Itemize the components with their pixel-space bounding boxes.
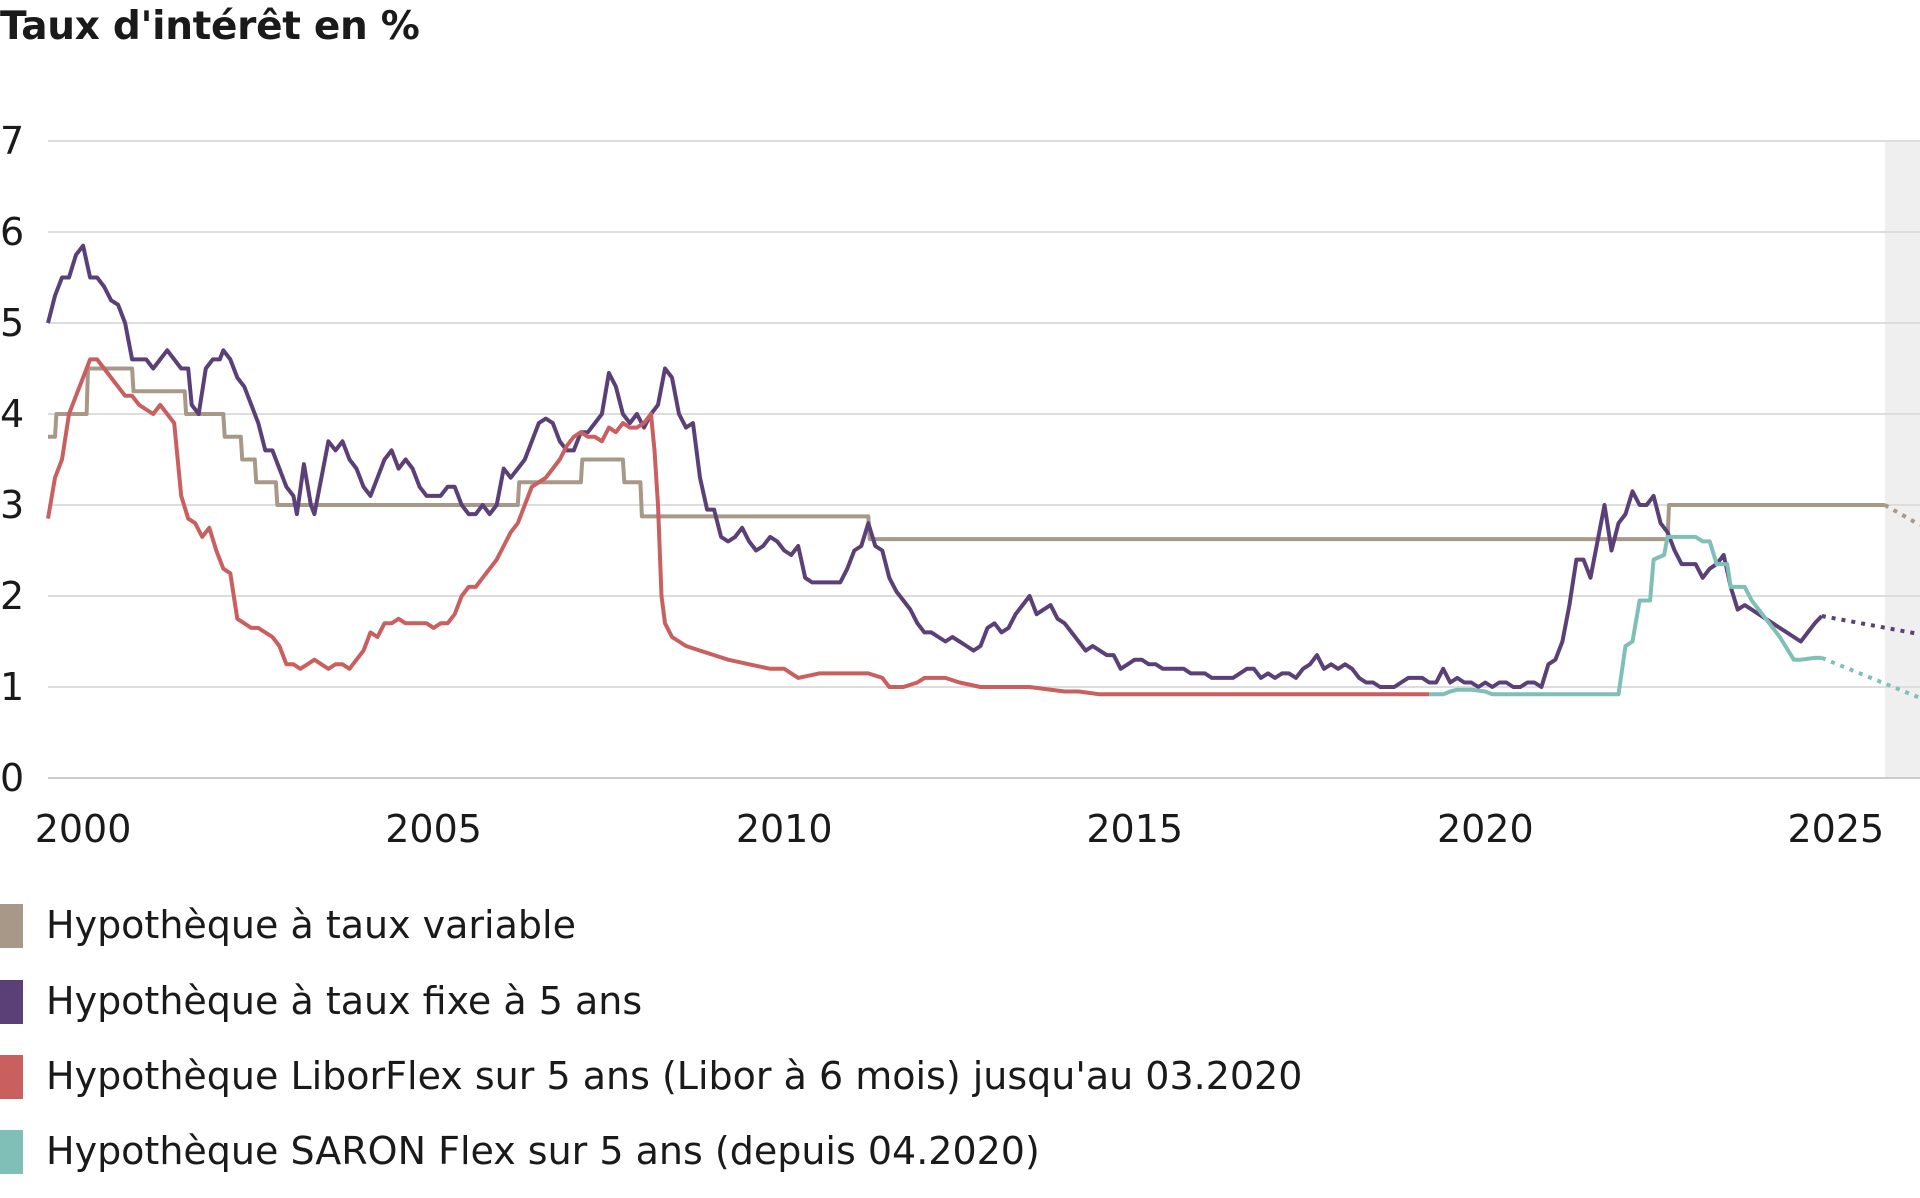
legend-swatch-saronflex [0,1130,23,1174]
y-tick-label: 4 [0,392,24,436]
x-tick-label: 2010 [736,807,833,851]
y-tick-label: 1 [0,665,24,709]
x-tick-label: 2000 [35,807,132,851]
y-tick-label: 2 [0,574,24,618]
x-tick-label: 2015 [1086,807,1183,851]
y-tick-label: 6 [0,210,24,254]
series-line-3 [1429,534,1822,697]
series-forecast-3 [1821,656,1920,700]
y-tick-labels: 0 1 2 3 4 5 6 7 [0,119,24,800]
legend-label-fixed: Hypothèque à taux fixe à 5 ans [46,979,643,1023]
chart-title: Taux d'intérêt en % [0,4,420,49]
legend-label-liborflex: Hypothèque LiborFlex sur 5 ans (Libor à … [46,1054,1303,1098]
legend-label-saronflex: Hypothèque SARON Flex sur 5 ans (depuis … [46,1129,1040,1173]
x-tick-labels: 2000 2005 2010 2015 2020 2025 [35,807,1885,851]
series-lines [46,243,1920,700]
y-tick-label: 0 [0,756,24,800]
series-forecast-0 [1883,503,1920,527]
gridlines [48,140,1920,779]
legend-swatch-liborflex [0,1055,23,1099]
series-line-0 [48,366,1885,542]
y-tick-label: 3 [0,483,24,527]
x-tick-label: 2005 [385,807,482,851]
line-chart: 0 1 2 3 4 5 6 7 2000 2005 2010 2015 2020 2025 [0,119,1920,851]
y-tick-label: 5 [0,301,24,345]
series-line-1 [46,243,1824,689]
series-forecast-1 [1821,614,1920,637]
series-line-2 [46,357,1430,697]
legend-swatch-variable [0,904,23,948]
legend-label-variable: Hypothèque à taux variable [46,903,576,947]
x-tick-label: 2020 [1437,807,1534,851]
y-tick-label: 7 [0,119,24,163]
x-tick-label: 2025 [1788,807,1885,851]
legend-swatch-fixed [0,980,23,1024]
forecast-band [1884,141,1920,778]
